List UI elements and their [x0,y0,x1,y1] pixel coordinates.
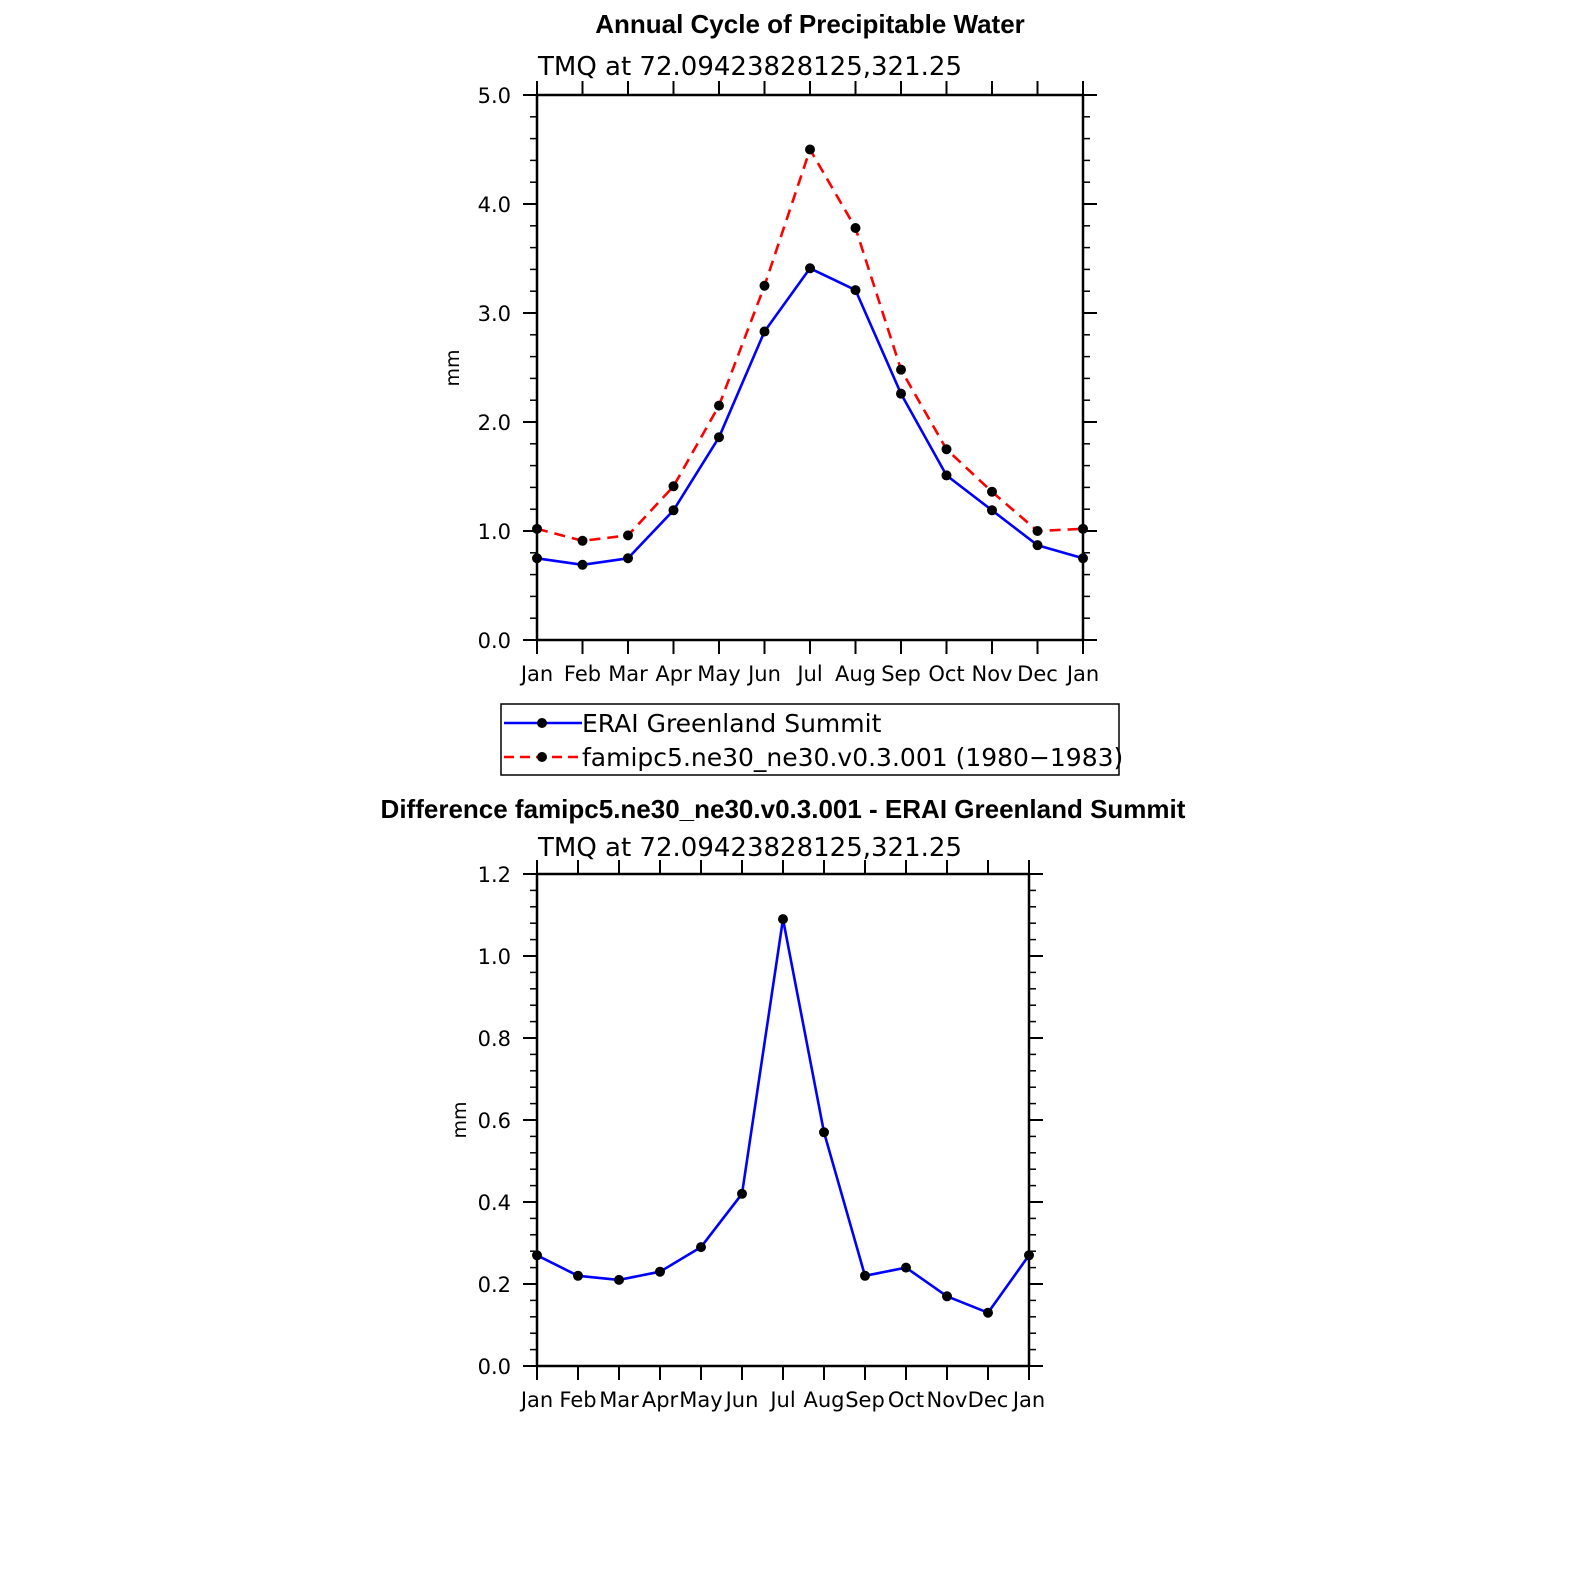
chart1-xtick-label: Nov [972,662,1013,686]
chart1-series-0-line [536,266,1084,567]
chart1-xtick-label: Feb [564,662,601,686]
chart1-xtick-label: Mar [608,662,648,686]
chart1-series-1-point [714,400,724,411]
chart2-title: Difference famipc5.ne30_ne30.v0.3.001 - … [381,794,1186,824]
chart1-title: Annual Cycle of Precipitable Water [595,9,1025,39]
chart1-xtick-label: Jan [519,662,553,686]
legend-marker-model [537,752,547,762]
chart1-series-1-point [532,523,542,534]
chart1-xtick-label: Jun [746,662,781,686]
legend: ERAI Greenland Summit famipc5.ne30_ne30.… [500,703,1123,776]
chart1-plot: 0.0 1.0 2.0 3.0 4.0 5.0 Jan Feb Mar Apr May Jun Jul A… [478,81,1099,686]
chart1-series-1-point [941,444,952,455]
chart2-series-0-point [983,1307,993,1318]
chart2-ytick-label: 1.2 [478,863,511,887]
chart1-xtick-label: Aug [835,662,876,686]
chart2-series-0-point [860,1270,870,1281]
chart1-ytick-label: 2.0 [478,411,511,435]
chart1-series-1-point [987,486,997,497]
chart1-xtick-label: Jul [795,662,822,686]
chart2-ytick-label: 0.2 [478,1273,511,1297]
chart1-ytick-label: 4.0 [478,193,511,217]
chart1-series-0-point [714,432,724,443]
chart2-xtick-label: Jan [519,1388,553,1412]
chart2-series-0-point [1024,1250,1034,1261]
chart1-ytick-label: 3.0 [478,302,511,326]
chart2-ytick-label: 0.4 [478,1191,511,1215]
chart2-subtitle: TMQ at 72.09423828125,321.25 [537,833,962,863]
chart1-series-0-point [623,553,633,564]
chart2-series-0-point [655,1266,665,1277]
chart1-series-1-point [1078,523,1088,534]
chart2-series-0-point [942,1291,952,1302]
chart2-series-0-point [901,1262,911,1273]
chart2-ytick-label: 0.6 [478,1109,511,1133]
chart1-series-1-point [1032,526,1043,536]
chart1-ylabel: mm [442,349,464,386]
chart1-series-0-point [668,505,679,516]
chart1-series-1-point [759,280,770,291]
chart2-series-0-point [614,1274,624,1285]
chart1-xtick-label: May [697,662,740,686]
chart1-xtick-label: Dec [1017,662,1058,686]
chart1-series-1-point [805,144,815,155]
chart2-ylabel: mm [449,1101,471,1138]
chart2-series-0-point [737,1188,747,1199]
chart1-ytick-label: 5.0 [478,84,511,108]
chart2-xtick-label: Jan [1011,1388,1045,1412]
chart2-series-0-point [696,1242,706,1253]
chart2-ytick-label: 0.8 [478,1027,511,1051]
chart1-series-1-point [623,530,633,541]
chart1-series-0-point [941,470,952,481]
chart2-xtick-label: Sep [845,1388,885,1412]
chart2-xtick-label: Aug [803,1388,844,1412]
chart2-xtick-label: Feb [559,1388,596,1412]
chart1-series-0-point [1032,540,1043,551]
legend-label-erai: ERAI Greenland Summit [582,709,882,738]
chart2-xtick-label: Apr [642,1388,679,1412]
chart2-frame [535,872,1031,1368]
chart1-xtick-label: Sep [881,662,921,686]
chart1-ytick-label: 1.0 [478,520,511,544]
chart1-subtitle: TMQ at 72.09423828125,321.25 [537,52,962,82]
chart1-ytick-label: 0.0 [478,629,511,653]
legend-label-model: famipc5.ne30_ne30.v0.3.001 (1980−1983) [582,743,1123,772]
chart2-xtick-label: Mar [599,1388,639,1412]
chart2-series-0-line [536,917,1031,1314]
chart2-ytick-label: 0.0 [478,1355,511,1379]
chart1-series-0-point [987,505,997,516]
chart2-xtick-label: May [679,1388,722,1412]
chart2-xtick-label: Jul [768,1388,795,1412]
chart1-series-1-point [668,481,679,492]
chart1-series-1-point [896,364,906,375]
chart1-series-0-point [759,326,770,337]
chart1-series-0-point [850,285,861,296]
chart2-series-0-point [573,1270,583,1281]
chart2-xtick-label: Dec [968,1388,1009,1412]
chart1-series-0-point [577,559,588,570]
chart1-xtick-label: Apr [655,662,692,686]
chart2-series-0-point [532,1250,542,1261]
chart1-series-1-point [577,535,588,546]
chart1-series-0-point [1078,553,1088,564]
chart1-series-1-point [850,222,861,233]
chart2-xtick-label: Oct [888,1388,924,1412]
legend-box [500,703,1120,776]
chart1-xtick-label: Jan [1065,662,1099,686]
chart1-frame [535,93,1085,642]
chart1-series-0-point [805,263,815,274]
chart1-series-0-point [532,553,542,564]
legend-marker-erai [537,718,547,728]
chart2-xtick-label: Nov [927,1388,968,1412]
chart2-series-0-point [819,1127,829,1138]
chart1-series-1-line [536,148,1084,543]
chart2-ytick-label: 1.0 [478,945,511,969]
chart2-series-0-point [778,914,788,925]
chart1-series-0-point [896,388,906,399]
chart2-xtick-label: Jun [724,1388,759,1412]
chart1-xtick-label: Oct [928,662,964,686]
